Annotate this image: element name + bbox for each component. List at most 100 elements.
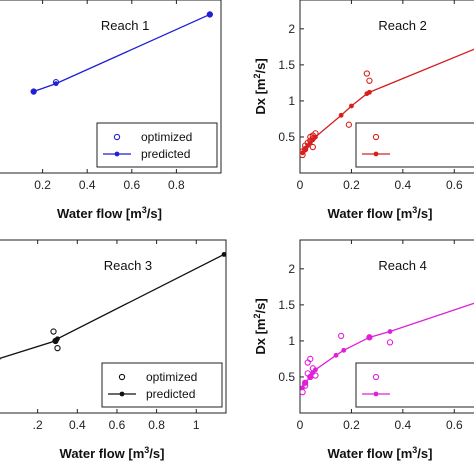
legend-label-optimized: optimized <box>141 130 192 144</box>
x-tick-label: 0.6 <box>109 418 126 432</box>
predicted-point <box>349 103 354 109</box>
optimized-point <box>307 355 314 363</box>
y-tick-label: 1 <box>288 334 295 348</box>
chart-panel-1: 0.2 0.4 0.6 0.8 Reach 1 Water flow [m3/s] opti… <box>0 0 222 221</box>
x-tick-label: 0 <box>297 178 304 192</box>
predicted-point <box>313 134 318 140</box>
optimized-point <box>337 332 345 340</box>
predicted-point <box>300 385 305 391</box>
y-tick-label: 1.5 <box>278 58 295 72</box>
x-axis-label: Water flow [m3/s] <box>60 445 165 461</box>
legend-label-predicted: predicted <box>146 387 195 401</box>
predicted-point <box>221 252 226 257</box>
x-tick-label: 0.2 <box>343 178 360 192</box>
x-tick-label: 0.4 <box>395 418 412 432</box>
predicted-point <box>313 367 318 373</box>
x-tick-label: 0.8 <box>168 178 185 192</box>
x-tick-label: 0 <box>297 418 304 432</box>
x-axis-label: Water flow [m3/s] <box>57 205 162 221</box>
legend-box <box>96 122 218 168</box>
chart-panel-3: .2 0.4 0.6 0.8 1 Reach 3 Water flow [m3/s] opti… <box>0 239 227 461</box>
legend-optimized-marker <box>118 373 126 381</box>
optimized-point <box>366 334 373 341</box>
y-tick-label: 2 <box>288 262 295 276</box>
optimized-point <box>54 344 61 352</box>
predicted-point <box>367 334 372 340</box>
predicted-point <box>341 347 347 353</box>
legend-optimized-marker <box>372 373 380 381</box>
chart-panel-2: 0 0.2 0.4 0.6 0.5 1 1.5 2 Reach 2 Water flow [m3/… <box>252 0 474 221</box>
predicted-point <box>302 146 308 152</box>
predicted-point <box>55 336 60 342</box>
legend-predicted-marker <box>373 391 379 397</box>
legend-predicted-marker <box>373 151 379 157</box>
optimized-point <box>363 70 371 77</box>
plot-area <box>30 11 213 95</box>
optimized-point <box>301 146 309 153</box>
legend-predicted-marker <box>114 151 120 157</box>
y-axis-label: Dx [m2/s] <box>252 58 268 114</box>
legend-predicted-marker <box>119 391 125 397</box>
y-tick-label: 0.5 <box>278 130 295 144</box>
optimized-point <box>312 372 319 379</box>
chart-title: Reach 3 <box>104 258 152 273</box>
predicted-point <box>387 329 393 334</box>
plot-frame <box>0 0 222 174</box>
optimized-point <box>345 121 353 128</box>
optimized-point <box>300 388 306 396</box>
predicted-series-line <box>301 302 474 389</box>
optimized-point <box>30 88 37 95</box>
predicted-point <box>300 150 305 156</box>
predicted-point <box>302 380 308 386</box>
legend: optimized predicted <box>96 122 218 168</box>
predicted-point <box>31 89 37 94</box>
legend <box>355 362 474 408</box>
y-axis-label: Dx [m2/s] <box>252 298 268 354</box>
optimized-point <box>301 379 309 386</box>
x-tick-label: 0.2 <box>34 178 51 192</box>
x-tick-label: 0.4 <box>395 178 412 192</box>
y-tick-label: 1 <box>288 94 295 108</box>
x-tick-label: 0.6 <box>123 178 140 192</box>
legend-optimized-marker <box>113 133 121 141</box>
plot-area <box>300 302 474 396</box>
plot-area <box>0 252 226 361</box>
optimized-point <box>309 143 317 151</box>
x-tick-label: 0.2 <box>343 418 360 432</box>
predicted-point <box>338 112 344 118</box>
x-tick-label: 0.6 <box>446 418 463 432</box>
predicted-point <box>333 352 339 358</box>
legend-optimized-marker <box>372 133 380 141</box>
plot-frame <box>299 0 474 174</box>
legend-box <box>355 122 474 168</box>
optimized-point <box>50 328 57 335</box>
predicted-point <box>307 374 313 380</box>
y-tick-label: 1.5 <box>278 298 295 312</box>
plot-frame <box>299 239 474 414</box>
chart-title: Reach 1 <box>101 18 149 33</box>
plot-area <box>300 48 474 159</box>
legend-box <box>355 362 474 408</box>
chart-panel-4: 0 0.2 0.4 0.6 0.5 1 1.5 2 Reach 4 Water flow [m3/… <box>252 239 474 461</box>
x-tick-label: .2 <box>33 418 43 432</box>
x-axis-label: Water flow [m3/s] <box>328 205 433 221</box>
legend: optimized predicted <box>101 362 223 408</box>
chart-title: Reach 4 <box>378 258 426 273</box>
x-tick-label: 0.4 <box>79 178 96 192</box>
legend-box <box>101 362 223 408</box>
y-tick-label: 2 <box>288 22 295 36</box>
x-tick-label: 0.8 <box>148 418 165 432</box>
predicted-point <box>207 12 213 17</box>
chart-title: Reach 2 <box>378 18 426 33</box>
plot-frame <box>0 239 227 414</box>
optimized-point <box>386 339 394 346</box>
x-tick-label: 0.4 <box>69 418 86 432</box>
predicted-point <box>367 89 372 95</box>
legend <box>355 122 474 168</box>
optimized-point <box>366 77 373 84</box>
legend-label-predicted: predicted <box>141 147 190 161</box>
predicted-point <box>53 81 59 87</box>
legend-label-optimized: optimized <box>146 370 197 384</box>
x-axis-label: Water flow [m3/s] <box>328 445 433 461</box>
